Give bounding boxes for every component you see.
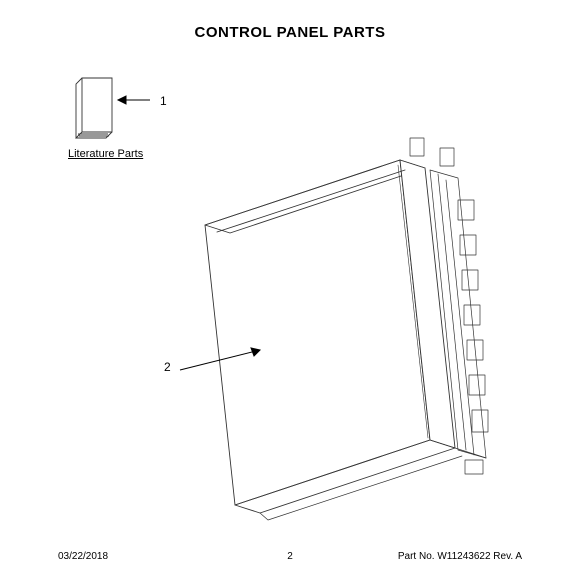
footer-part-number: Part No. W11243622 Rev. A <box>398 551 522 562</box>
parts-diagram <box>0 60 580 530</box>
literature-part <box>76 78 112 138</box>
footer-page-number: 2 <box>287 551 293 562</box>
literature-parts-label: Literature Parts <box>68 148 143 160</box>
footer-date: 03/22/2018 <box>58 551 108 562</box>
callout-1-label: 1 <box>160 94 167 108</box>
callout-1-arrow <box>118 96 150 104</box>
control-panel-part <box>205 138 488 520</box>
callout-2-label: 2 <box>164 360 171 374</box>
page-title: CONTROL PANEL PARTS <box>0 24 580 41</box>
